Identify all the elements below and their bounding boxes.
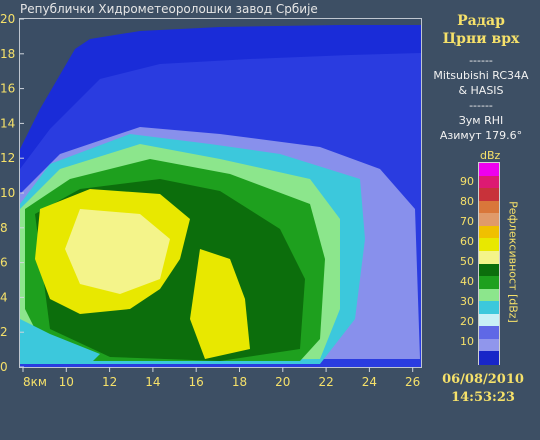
colorbar-segment [479, 200, 499, 214]
colorbar-segment [479, 326, 499, 340]
colorbar-label: 30 [460, 295, 474, 308]
x-tick-label: 20 [275, 375, 290, 389]
separator-1: ------ [469, 54, 493, 67]
y-tick-label: 14 [0, 116, 15, 130]
x-tick-label: 14 [145, 375, 160, 389]
x-tick-label: 26 [405, 375, 420, 389]
colorbar-segment [479, 263, 499, 277]
radar-type-label: Радар [457, 13, 505, 29]
colorbar-label: 10 [460, 335, 474, 348]
y-tick-label: 4 [0, 290, 8, 304]
colorbar-segment [479, 250, 499, 264]
radar-title: Радар Црни врх [426, 12, 536, 48]
reflectivity-image [20, 19, 421, 367]
colorbar-segment [479, 276, 499, 290]
radar-site-label: Црни врх [442, 31, 520, 47]
colorbar-label: 60 [460, 235, 474, 248]
colorbar-label: 50 [460, 255, 474, 268]
y-tick-label: 0 [0, 360, 8, 374]
radar-info: ------ Mitsubishi RC34A & HASIS ------ З… [426, 53, 536, 143]
date-label: 06/08/2010 [442, 372, 524, 387]
azimuth-label: Азимут 179.6° [439, 129, 523, 142]
y-tick-label: 6 [0, 256, 8, 270]
y-tick-label: 12 [0, 151, 15, 165]
y-tick-label: 8 [0, 221, 8, 235]
colorbar-segment [479, 213, 499, 227]
colorbar-segment [479, 351, 499, 365]
radar-model: Mitsubishi RC34A [433, 69, 529, 82]
x-tick-label: 24 [362, 375, 377, 389]
separator-2: ------ [469, 99, 493, 112]
colorbar-segment [479, 188, 499, 202]
colorbar-segment [479, 338, 499, 352]
colorbar-segment [479, 175, 499, 189]
x-tick-label: 12 [102, 375, 117, 389]
colorbar-axis-label: Рефлексивност [dBz] [506, 201, 520, 323]
rhi-plot: 20 18 16 14 12 10 8 6 4 2 0 8км 10 12 14 16 18 20 22 24 26 [0, 12, 422, 389]
y-tick-label: 18 [0, 47, 15, 61]
y-tick-label: 2 [0, 325, 8, 339]
radar-system: & HASIS [458, 84, 504, 97]
y-tick-label: 16 [0, 82, 15, 96]
colorbar-segment [479, 225, 499, 239]
scan-mode: Зум RHI [458, 114, 504, 127]
colorbar-label: 80 [460, 195, 474, 208]
colorbar-segment [479, 301, 499, 315]
x-tick-label: 22 [318, 375, 333, 389]
colorbar-unit: dBz [480, 149, 501, 162]
x-tick-label: 8км [23, 375, 47, 389]
x-tick-label: 16 [189, 375, 204, 389]
colorbar-label: 20 [460, 315, 474, 328]
y-tick-label: 10 [0, 186, 15, 200]
colorbar-segment [479, 288, 499, 302]
y-tick-label: 20 [0, 12, 15, 26]
institution-title: Републички Хидрометеоролошки завод Србиј… [20, 2, 318, 16]
colorbar-segment [479, 163, 499, 177]
colorbar-label: 40 [460, 275, 474, 288]
colorbar-label: 90 [460, 175, 474, 188]
colorbar [478, 162, 500, 365]
colorbar-label: 70 [460, 215, 474, 228]
x-axis: 8км 10 12 14 16 18 20 22 24 26 [22, 367, 420, 389]
colorbar-segment [479, 313, 499, 327]
x-tick-label: 10 [59, 375, 74, 389]
time-label: 14:53:23 [451, 390, 515, 405]
x-tick-label: 18 [232, 375, 247, 389]
colorbar-segment [479, 238, 499, 252]
